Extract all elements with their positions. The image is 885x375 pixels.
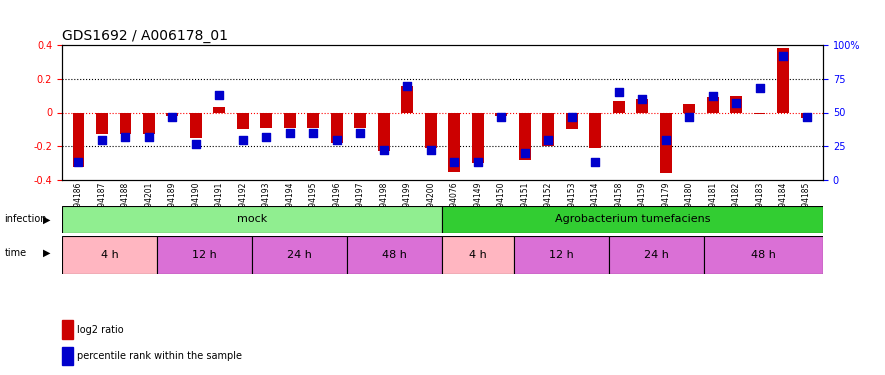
Point (658, 136, 673, 142)
Bar (449, 112, 460, 172)
Text: 12 h: 12 h (192, 250, 217, 260)
Bar (707, 98, 719, 112)
Bar (166, 112, 178, 116)
Point (494, 114, 508, 120)
Bar (62, 346, 73, 365)
Point (635, 96, 650, 102)
Point (235, 136, 250, 142)
Bar (472, 112, 483, 163)
Bar (190, 112, 202, 138)
Bar (143, 112, 155, 135)
Text: 48 h: 48 h (382, 250, 407, 260)
Point (119, 134, 133, 140)
Point (400, 82, 414, 88)
Bar (331, 112, 342, 143)
Bar (589, 112, 601, 148)
Text: percentile rank within the sample: percentile rank within the sample (77, 351, 242, 361)
Bar (519, 112, 531, 160)
FancyBboxPatch shape (514, 236, 609, 274)
Point (471, 159, 485, 165)
Bar (801, 112, 812, 118)
Point (189, 141, 203, 147)
Point (330, 136, 344, 142)
Point (518, 150, 532, 156)
FancyBboxPatch shape (609, 236, 704, 274)
Bar (96, 112, 108, 135)
FancyBboxPatch shape (158, 236, 252, 274)
Point (729, 100, 743, 106)
Point (95, 136, 109, 142)
Bar (354, 112, 366, 128)
Text: 4 h: 4 h (101, 250, 119, 260)
FancyBboxPatch shape (442, 236, 514, 274)
Bar (660, 112, 672, 173)
Point (142, 134, 156, 140)
Bar (566, 112, 578, 129)
Point (447, 159, 461, 165)
Text: time: time (4, 248, 27, 258)
FancyBboxPatch shape (252, 236, 347, 274)
Bar (237, 112, 249, 129)
Bar (213, 107, 225, 112)
Bar (425, 112, 436, 148)
Bar (754, 112, 766, 114)
Text: Agrobacterium tumefaciens: Agrobacterium tumefaciens (555, 214, 711, 224)
Bar (119, 112, 131, 135)
FancyBboxPatch shape (442, 206, 823, 232)
Point (259, 134, 273, 140)
Bar (402, 86, 413, 112)
FancyBboxPatch shape (704, 236, 823, 274)
Bar (496, 112, 507, 116)
Point (306, 130, 320, 136)
Text: ▶: ▶ (42, 248, 50, 258)
Text: 48 h: 48 h (751, 250, 776, 260)
Bar (730, 96, 742, 112)
Text: ▶: ▶ (42, 214, 50, 224)
Point (776, 53, 790, 59)
Point (612, 89, 626, 95)
Text: log2 ratio: log2 ratio (77, 325, 124, 335)
Text: infection: infection (4, 214, 47, 224)
Text: 4 h: 4 h (469, 250, 487, 260)
Bar (284, 112, 296, 128)
Bar (378, 112, 389, 151)
Bar (612, 101, 625, 112)
Point (565, 114, 579, 120)
Point (377, 147, 391, 153)
Bar (62, 320, 73, 339)
Point (424, 147, 438, 153)
Point (72, 159, 86, 165)
Bar (636, 99, 648, 112)
Bar (683, 104, 695, 112)
Point (282, 130, 296, 136)
Point (589, 159, 603, 165)
Text: 24 h: 24 h (288, 250, 312, 260)
Text: 12 h: 12 h (549, 250, 573, 260)
Point (752, 85, 766, 91)
Text: 24 h: 24 h (644, 250, 669, 260)
Text: mock: mock (237, 214, 267, 224)
Point (705, 93, 720, 99)
Point (165, 114, 180, 120)
Point (212, 92, 227, 98)
Point (541, 136, 555, 142)
Point (682, 114, 696, 120)
Bar (543, 112, 554, 146)
Point (799, 114, 813, 120)
Bar (73, 112, 84, 166)
FancyBboxPatch shape (62, 206, 442, 232)
Bar (307, 112, 319, 128)
FancyBboxPatch shape (347, 236, 442, 274)
Text: GDS1692 / A006178_01: GDS1692 / A006178_01 (62, 28, 228, 43)
FancyBboxPatch shape (62, 236, 158, 274)
Bar (260, 112, 273, 128)
Bar (777, 48, 789, 112)
Point (353, 130, 367, 136)
